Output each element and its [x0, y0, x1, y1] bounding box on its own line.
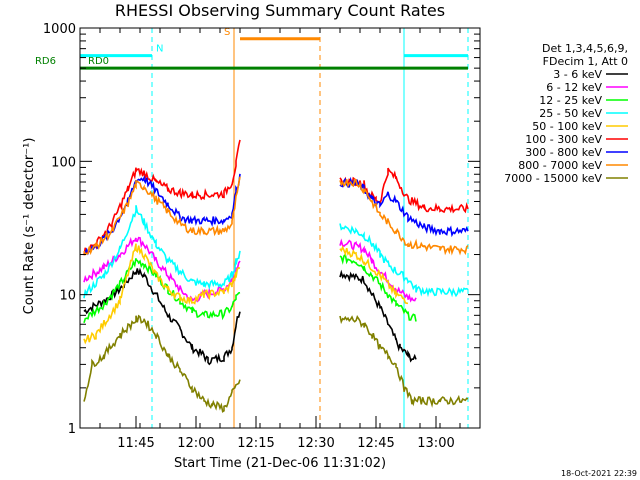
legend-entry-label: 12 - 25 keV — [539, 94, 602, 107]
series-line — [83, 236, 417, 303]
legend-entry-label: 100 - 300 keV — [525, 133, 602, 146]
x-tick-label: 12:00 — [177, 436, 214, 451]
series-line — [83, 176, 469, 256]
series-line — [83, 267, 417, 366]
y-axis: 1 10 100 1000 — [43, 22, 480, 437]
legend-entry-label: 7000 - 15000 keV — [504, 172, 602, 185]
x-axis-label: Start Time (21-Dec-06 11:31:02) — [174, 456, 386, 471]
timestamp: 18-Oct-2021 22:39 — [561, 469, 637, 478]
plot-border — [79, 27, 481, 429]
state-label-rd6: RD6 — [35, 56, 56, 67]
x-tick-label: 12:15 — [237, 436, 274, 451]
series-line — [83, 314, 469, 413]
legend-entry-label: 50 - 100 keV — [532, 120, 602, 133]
legend-header: Det 1,3,4,5,6,9, — [542, 42, 628, 55]
series-12-25-kev — [83, 252, 417, 324]
series-line — [83, 139, 469, 256]
legend-entry-label: 25 - 50 keV — [539, 107, 602, 120]
y-axis-label: Count Rate (s⁻¹ detector⁻¹) — [22, 138, 37, 315]
chart-title: RHESSI Observing Summary Count Rates — [115, 1, 445, 20]
state-label-n: N — [156, 44, 163, 55]
series-line — [83, 205, 469, 299]
legend-entry-label: 3 - 6 keV — [553, 68, 602, 81]
state-label-s: S — [224, 27, 230, 38]
y-tick-label: 1 — [68, 422, 76, 437]
plot-frame — [79, 27, 481, 429]
legend-header: FDecim 1, Att 0 — [543, 55, 628, 68]
plot-area: N S RD0 RD6 — [35, 27, 469, 428]
legend: Det 1,3,4,5,6,9,FDecim 1, Att 03 - 6 keV… — [504, 42, 628, 185]
x-tick-label: 11:45 — [117, 436, 154, 451]
series-7000-15000-kev — [83, 314, 469, 413]
series-50-100-kev — [83, 243, 409, 345]
legend-entry-label: 800 - 7000 keV — [518, 159, 602, 172]
y-tick-label: 10 — [59, 289, 76, 304]
x-axis: 11:45 12:00 12:15 12:30 12:45 13:00 — [79, 28, 481, 451]
series-line — [83, 243, 409, 345]
series-100-300-kev — [83, 139, 469, 256]
series-line — [83, 252, 417, 324]
legend-entry-label: 6 - 12 keV — [546, 81, 602, 94]
state-label-rd0: RD0 — [88, 56, 109, 67]
legend-entry-label: 300 - 800 keV — [525, 146, 602, 159]
series-3-6-kev — [83, 267, 417, 366]
series-6-12-kev — [83, 236, 417, 303]
x-tick-label: 12:30 — [297, 436, 334, 451]
x-tick-label: 12:45 — [357, 436, 394, 451]
x-tick-label: 13:00 — [417, 436, 454, 451]
series-800-7000-kev — [83, 176, 469, 256]
y-tick-label: 100 — [51, 155, 76, 170]
y-tick-label: 1000 — [43, 22, 76, 37]
series-25-50-kev — [83, 205, 469, 299]
